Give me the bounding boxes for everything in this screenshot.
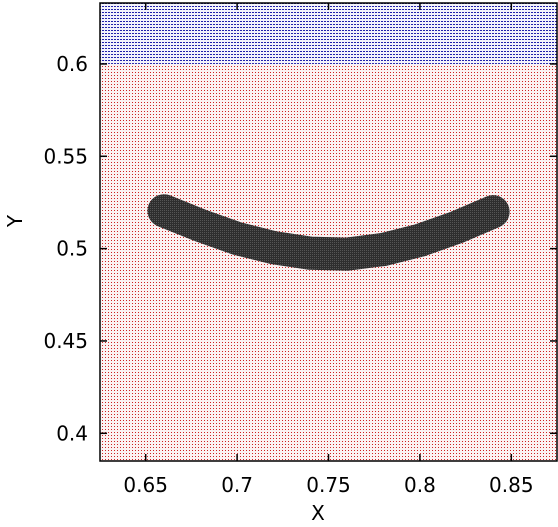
arc-region — [147, 194, 510, 271]
y-tick-label: 0.4 — [56, 421, 88, 445]
region-upper — [100, 3, 557, 64]
y-tick-label: 0.45 — [43, 329, 88, 353]
x-tick-label: 0.75 — [306, 473, 351, 497]
y-axis: 0.4 0.45 0.5 0.55 0.6 — [43, 52, 557, 445]
x-tick-label: 0.85 — [489, 473, 534, 497]
y-tick-label: 0.5 — [56, 237, 88, 261]
y-axis-title: Y — [3, 214, 27, 228]
x-tick-label: 0.7 — [221, 473, 253, 497]
arc-shape — [147, 194, 510, 271]
x-tick-label: 0.8 — [404, 473, 436, 497]
plot-regions — [100, 3, 557, 461]
y-tick-label: 0.55 — [43, 144, 88, 168]
y-tick-label: 0.6 — [56, 52, 88, 76]
x-tick-label: 0.65 — [123, 473, 168, 497]
x-axis-title: X — [311, 501, 325, 525]
x-axis: 0.65 0.7 0.75 0.8 0.85 — [123, 3, 534, 497]
